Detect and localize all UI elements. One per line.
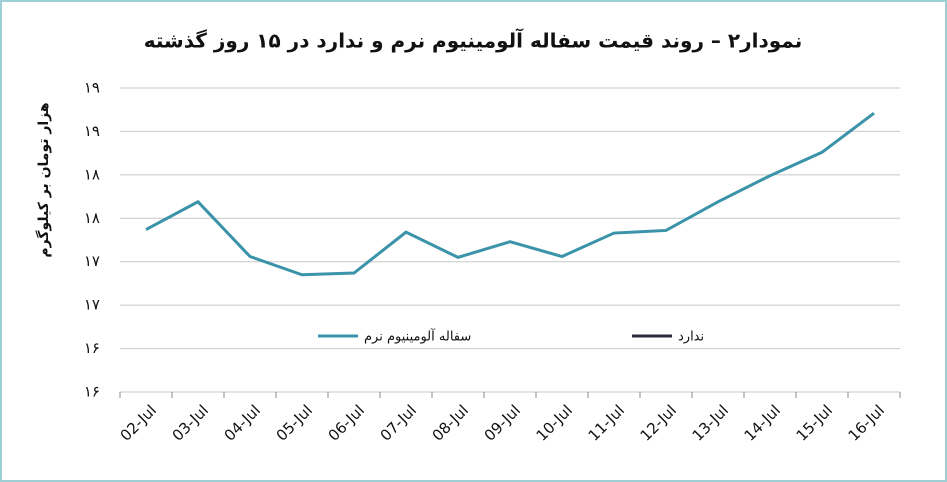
y-tick-label: ۱۶ [84, 383, 100, 401]
chart-title: نمودار۲ – روند قیمت سفاله آلومینیوم نرم … [144, 28, 802, 53]
y-tick-label: ۱۹ [84, 79, 100, 97]
y-tick-label: ۱۸ [84, 165, 100, 183]
legend-label: سفاله آلومینیوم نرم [364, 328, 471, 345]
y-axis-label: هزار تومان بر کیلوگرم [35, 102, 52, 257]
y-tick-label: ۱۷ [84, 252, 100, 270]
y-tick-label: ۱۹ [84, 122, 100, 140]
legend-label: ندارد [678, 330, 704, 345]
y-tick-label: ۱۶ [84, 339, 100, 357]
line [145, 111, 875, 277]
y-tick-label: ۱۸ [84, 209, 100, 227]
y-tick-label: ۱۷ [84, 296, 100, 314]
